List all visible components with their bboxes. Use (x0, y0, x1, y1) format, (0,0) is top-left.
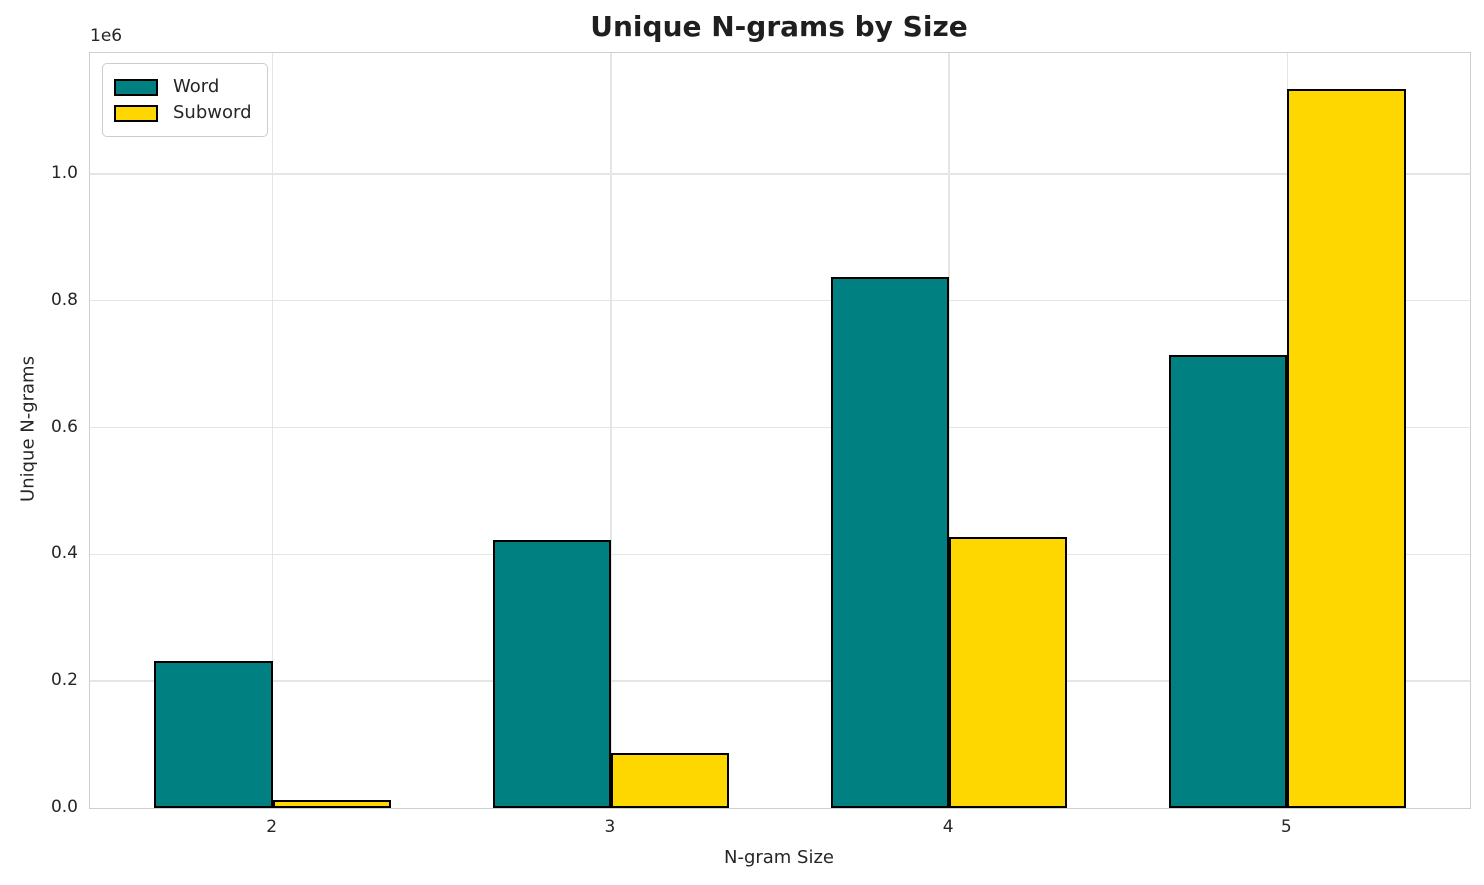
chart-title: Unique N-grams by Size (590, 10, 968, 43)
y-tick-label-0.6: 0.6 (50, 416, 78, 437)
plot-area (89, 52, 1471, 809)
bar-subword-3 (610, 752, 730, 808)
x-tick-label-5: 5 (1280, 817, 1292, 837)
x-tick-label-4: 4 (942, 817, 954, 837)
y-tick-label-1.0: 1.0 (50, 162, 78, 183)
y-tick-label-0.2: 0.2 (50, 670, 78, 691)
legend-item-word: Word (114, 75, 256, 99)
y-gridline-0.8 (90, 299, 1470, 302)
y-tick-label-0.8: 0.8 (50, 289, 78, 310)
x-gridline-4 (948, 53, 950, 808)
bar-subword-2 (272, 800, 392, 808)
legend-label-subword: Subword (173, 102, 252, 123)
y-gridline-0.2 (90, 680, 1470, 682)
y-tick-label-0.4: 0.4 (50, 543, 78, 564)
bar-word-3 (492, 539, 611, 808)
x-tick-label-2: 2 (266, 817, 278, 837)
y-axis-offset-label: 1e6 (90, 26, 123, 46)
x-gridline-3 (610, 53, 612, 808)
subword-series-swatch-icon (114, 104, 158, 122)
x-axis-label: N-gram Size (723, 847, 835, 868)
bar-subword-5 (1287, 88, 1406, 808)
legend-label-word: Word (173, 76, 220, 97)
bar-subword-4 (949, 536, 1068, 808)
legend-item-subword: Subword (114, 101, 256, 125)
bar-word-2 (154, 660, 273, 808)
x-tick-label-3: 3 (604, 817, 616, 837)
x-gridline-2 (271, 53, 274, 808)
legend: Word Subword (102, 63, 268, 137)
y-gridline-0.6 (90, 426, 1470, 429)
word-series-swatch-icon (114, 78, 158, 96)
y-tick-label-0.0: 0.0 (50, 797, 78, 817)
y-gridline-1.0 (90, 173, 1470, 175)
y-gridline-0.4 (90, 553, 1470, 556)
bar-word-4 (830, 276, 950, 808)
bar-word-5 (1168, 354, 1288, 808)
